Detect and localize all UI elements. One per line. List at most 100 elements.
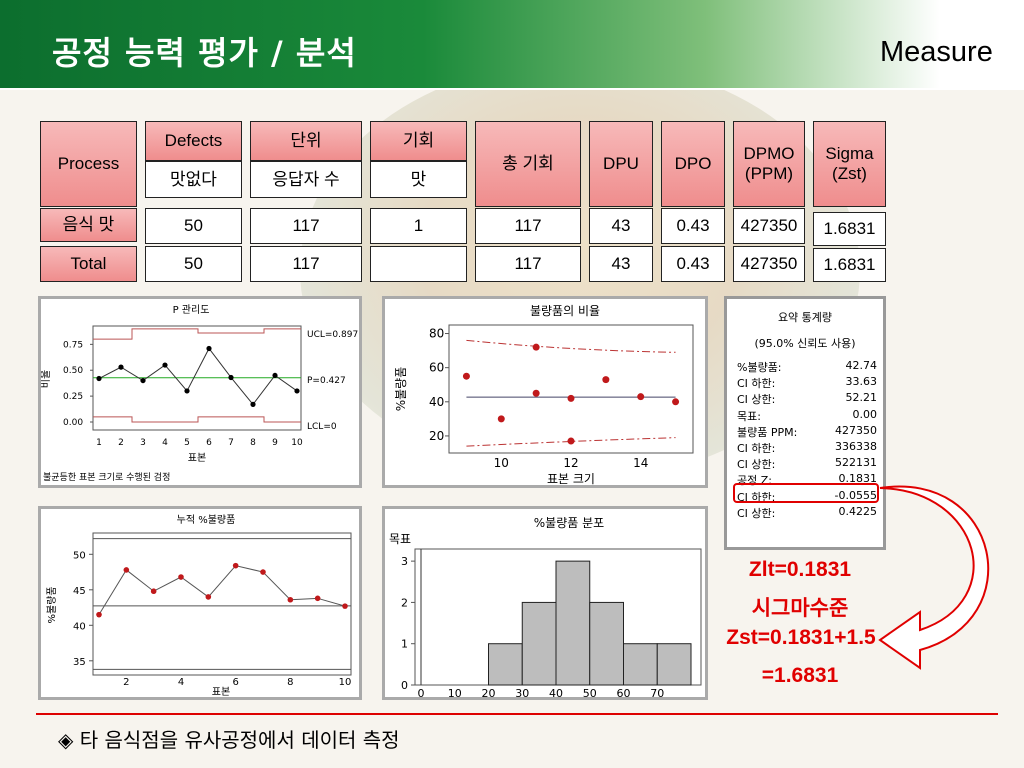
cumulative-chart-point	[150, 588, 157, 595]
p-chart-ucl-line	[93, 328, 301, 340]
ratio-chart-upper-limit	[466, 339, 676, 353]
stats-row: %불량품: 42.74	[737, 359, 877, 375]
header-unit-sub: 응답자 수	[250, 161, 362, 198]
p-chart-xtick: 3	[140, 438, 146, 448]
p-chart-title: P 관리도	[173, 304, 210, 316]
p-chart-ylabel: 비율	[41, 370, 52, 388]
cumulative-chart-point	[342, 603, 348, 609]
histogram-ytick: 3	[401, 555, 408, 568]
row-dpmo: 427350	[733, 246, 805, 282]
ratio-chart-ytick: 60	[429, 361, 444, 375]
ratio-chart-point	[462, 372, 470, 380]
p-chart-xtick: 10	[291, 438, 303, 448]
cumulative-chart-point	[205, 594, 212, 600]
stats-title: 요약 통계량	[777, 311, 833, 324]
p-chart-point	[118, 364, 124, 370]
stats-row-value: 0.1831	[838, 472, 878, 486]
cumulative-chart-xtick: 6	[232, 677, 238, 688]
zlt-value: Zlt=0.1831	[748, 558, 852, 581]
p-chart-series-line	[98, 347, 298, 406]
ratio-chart-ytick: 20	[429, 429, 444, 443]
cumulative-chart-xtick: 4	[178, 677, 184, 688]
stats-row: CI 하한: 336338	[737, 440, 877, 456]
row-dpo: 0.43	[661, 208, 725, 244]
stats-row-label: CI 하한:	[737, 442, 776, 455]
histogram-ytick: 1	[401, 638, 408, 651]
cumulative-chart-ytick: 40	[73, 621, 86, 632]
row-total: 117	[475, 208, 581, 244]
histogram-bar	[488, 643, 523, 686]
stats-row: 불량품 PPM: 427350	[737, 424, 877, 440]
histogram-bar	[521, 601, 557, 686]
header-process: Process	[40, 121, 137, 207]
stats-row: CI 하한: -0.0555	[737, 489, 877, 505]
p-chart-xtick: 2	[118, 438, 124, 448]
histogram-xtick: 40	[549, 687, 563, 697]
cumulative-chart-title: 누적 %불량품	[177, 514, 236, 526]
stats-row-label: CI 상한:	[737, 393, 776, 407]
ratio-chart-point	[532, 343, 540, 351]
row-units: 117	[250, 246, 362, 282]
p-chart-point	[184, 388, 190, 394]
p-chart-xtick: 6	[206, 438, 212, 448]
p-chart-point	[294, 388, 300, 394]
p-control-chart-panel: P 관리도 비율 표본 UCL=0.897 P=0.427 LCL=0 불균등한…	[38, 296, 362, 488]
ratio-chart-point	[567, 437, 575, 445]
p-chart-point	[228, 374, 234, 381]
histogram-title: %불량품 분포	[534, 516, 604, 530]
slide-header: 공정 능력 평가 / 분석 Measure	[0, 0, 1024, 90]
stats-row-value: 0.4225	[838, 504, 878, 518]
histogram-xtick: 60	[617, 687, 631, 697]
histogram-xtick: 30	[515, 687, 529, 697]
cumulative-chart-point	[260, 569, 266, 575]
cumulative-chart-point	[123, 567, 130, 573]
ratio-chart-point	[672, 398, 680, 406]
header-dpu: DPU	[589, 121, 653, 207]
p-control-chart: P 관리도 비율 표본 UCL=0.897 P=0.427 LCL=0 불균등한…	[41, 304, 358, 483]
stats-row: CI 상한: 52.21	[737, 391, 877, 407]
ratio-chart-title: 불량품의 비율	[530, 304, 600, 318]
sigma-level-label: 시그마수준	[751, 597, 849, 620]
ratio-chart-point	[602, 376, 610, 384]
stats-row-value: 42.74	[845, 359, 878, 372]
p-chart-point	[162, 362, 168, 368]
header-unit: 단위	[250, 121, 362, 161]
cumulative-chart-series-line	[98, 565, 346, 615]
p-chart-ucl: UCL=0.897	[307, 330, 358, 340]
p-chart-xtick: 1	[96, 438, 102, 448]
stats-row-value: -0.0555	[834, 488, 877, 502]
ratio-chart-xlabel: 표본 크기	[547, 472, 595, 485]
p-chart-lcl-line	[93, 416, 301, 423]
row-total: 117	[475, 246, 581, 282]
defect-ratio-chart-panel: 불량품의 비율 %불량품 표본 크기 80 60 40 20 10 12 14	[382, 296, 708, 488]
p-chart-note: 불균등한 표본 크기로 수행된 검정	[43, 471, 170, 483]
header-opportunity-sub: 맛	[370, 161, 467, 198]
cumulative-chart-ylabel: %불량품	[46, 586, 58, 623]
cumulative-chart-point	[232, 562, 239, 569]
p-chart-xlabel: 표본	[188, 452, 206, 464]
zst-formula: Zst=0.1831+1.5	[726, 626, 876, 649]
section-label: Measure	[880, 36, 993, 68]
header-dpmo: DPMO (PPM)	[733, 121, 805, 207]
cumulative-chart-xtick: 10	[339, 677, 352, 688]
cumulative-chart-xtick: 2	[123, 677, 129, 688]
header-defects-sub: 맛없다	[145, 161, 242, 198]
ratio-chart-point	[532, 389, 540, 397]
p-chart-xtick: 9	[272, 438, 278, 448]
process-z-highlight	[733, 483, 879, 503]
footer-divider	[36, 713, 998, 715]
row-name: 음식 맛	[40, 208, 137, 242]
header-dpo: DPO	[661, 121, 725, 207]
histogram-xtick: 0	[418, 687, 425, 697]
row-sigma: 1.6831	[813, 248, 886, 282]
ratio-chart-lower-limit	[466, 437, 676, 447]
stats-row-label: CI 하한:	[737, 377, 776, 391]
stats-row-label: CI 하한:	[737, 490, 776, 504]
cumulative-chart-ytick: 35	[73, 657, 86, 668]
cumulative-chart-plot-area	[92, 532, 352, 676]
stats-row-label: %불량품:	[737, 361, 782, 374]
ratio-chart-ylabel: %불량품	[394, 367, 408, 412]
slide-title: 공정 능력 평가 / 분석	[52, 34, 357, 72]
p-chart-ytick: 0.25	[63, 392, 83, 402]
summary-statistics-panel: 요약 통계량 (95.0% 신뢰도 사용) %불량품: 42.74 CI 하한: 33…	[724, 296, 886, 550]
